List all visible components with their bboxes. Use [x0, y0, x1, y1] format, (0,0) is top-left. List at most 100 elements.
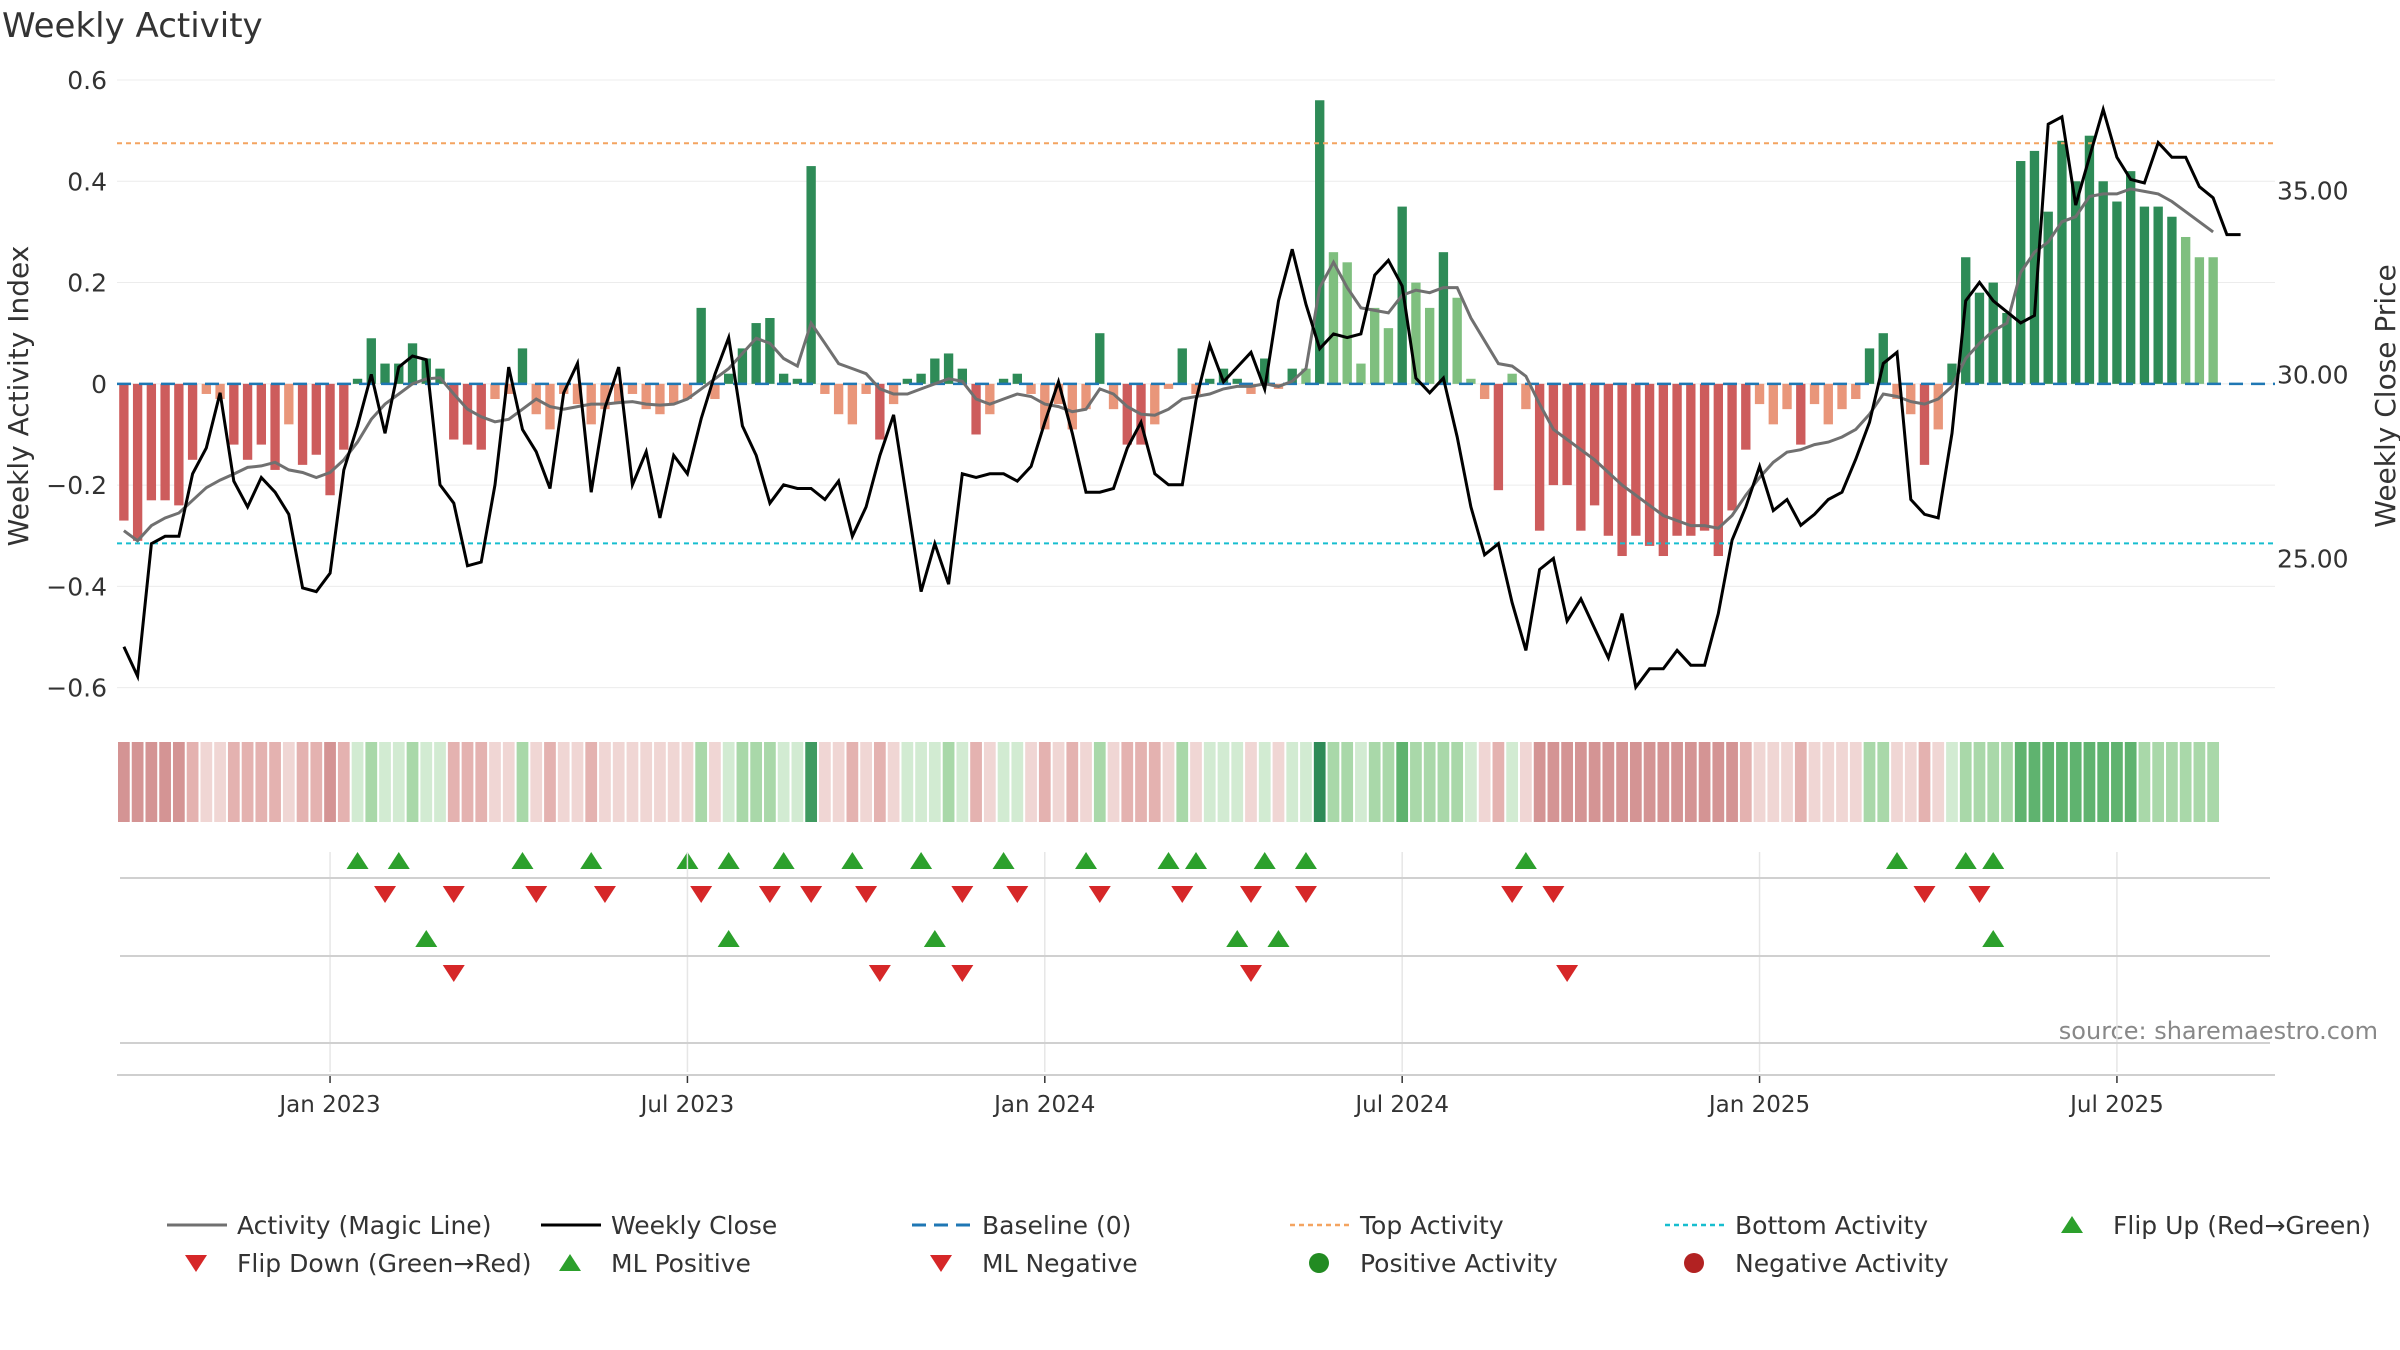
heat-cell: [351, 742, 364, 822]
activity-bar-positive: [943, 353, 954, 384]
heat-cell: [337, 742, 350, 822]
heat-cell: [599, 742, 611, 822]
activity-bar-positive: [2029, 150, 2040, 384]
activity-bar-negative: [1644, 383, 1655, 546]
activity-bar-negative: [1672, 383, 1682, 536]
heat-cell: [172, 742, 185, 822]
legend-label: Weekly Close: [611, 1211, 777, 1240]
ml-negative-marker: [1556, 965, 1579, 982]
activity-bar-negative: [875, 383, 885, 440]
heat-cell: [1739, 742, 1752, 822]
activity-bar-positive: [1961, 257, 1971, 384]
activity-bar-positive: [1438, 252, 1449, 384]
heat-cell: [846, 742, 859, 822]
heat-cell: [1286, 742, 1299, 822]
activity-bar-positive: [1370, 307, 1380, 384]
activity-bar-negative: [1150, 383, 1160, 425]
heat-cell: [406, 742, 419, 822]
heat-cell: [1492, 742, 1505, 822]
activity-bar-negative: [1658, 383, 1669, 557]
activity-bars: [119, 100, 2218, 557]
activity-bar-negative: [1741, 383, 1751, 450]
chart-title: Weekly Activity: [2, 6, 263, 46]
heat-cell: [667, 742, 680, 822]
heat-cell: [502, 742, 515, 822]
legend-label: Positive Activity: [1360, 1249, 1558, 1278]
flip-down-marker: [593, 886, 616, 903]
heat-cell: [928, 742, 941, 822]
heat-cell: [1726, 742, 1738, 822]
heat-cell: [1671, 742, 1683, 822]
heat-cell: [612, 742, 625, 822]
activity-bar-positive: [1315, 100, 1325, 384]
heat-cell: [1781, 742, 1793, 822]
heat-cell: [832, 742, 845, 822]
legend-label: Flip Up (Red→Green): [2113, 1211, 2371, 1240]
activity-bar-positive: [2194, 257, 2205, 384]
heat-cell: [1877, 742, 1890, 822]
flip-down-marker: [758, 886, 781, 903]
heat-cell: [1574, 742, 1587, 822]
activity-bar-negative: [311, 383, 321, 455]
activity-bar-positive: [1218, 368, 1229, 384]
heat-cell: [1973, 742, 1986, 822]
heat-cell: [873, 742, 886, 822]
activity-bar-negative: [490, 383, 500, 400]
y-tick-label-right: 35.00: [2277, 176, 2349, 205]
ml-positive-marker: [923, 930, 946, 947]
activity-bar-positive: [366, 338, 376, 384]
heat-cell: [1272, 742, 1285, 822]
activity-bar-negative: [215, 383, 225, 400]
activity-bar-negative: [861, 383, 871, 394]
heat-cell: [269, 742, 281, 822]
flip-down-marker: [1006, 886, 1029, 903]
flip-down-marker: [1968, 886, 1991, 903]
flip-up-marker: [910, 852, 933, 869]
x-tick-label: Jul 2025: [2068, 1092, 2164, 1118]
activity-bar-negative: [1699, 383, 1710, 531]
activity-bar-positive: [2057, 140, 2067, 384]
y-tick-label-left: 0: [91, 370, 107, 399]
legend: Activity (Magic Line) Weekly Close Baselin…: [167, 1211, 2371, 1278]
legend-swatch-ml-negative: [930, 1255, 952, 1272]
y-tick-label-right: 25.00: [2277, 544, 2349, 573]
heat-cell: [654, 742, 666, 822]
heat-cell: [1629, 742, 1642, 822]
activity-bar-negative: [985, 383, 995, 415]
heat-cell: [379, 742, 391, 822]
activity-bar-positive: [2180, 236, 2191, 384]
flip-down-marker: [1088, 886, 1111, 903]
magic-line: [123, 187, 2214, 543]
heat-cell: [901, 742, 914, 822]
activity-bar-positive: [1947, 363, 1957, 384]
activity-bar-positive: [2084, 135, 2095, 384]
activity-bar-negative: [504, 383, 514, 394]
activity-bar-positive: [778, 373, 789, 384]
activity-bar-negative: [1768, 383, 1778, 425]
heat-cell: [1822, 742, 1835, 822]
x-tick-label: Jul 2023: [639, 1092, 735, 1118]
ml-negative-marker: [1239, 965, 1262, 982]
activity-bar-negative: [229, 383, 239, 445]
flip-up-marker: [841, 852, 864, 869]
heat-cell: [915, 742, 927, 822]
heat-cell: [2083, 742, 2096, 822]
activity-bar-positive: [1424, 307, 1435, 384]
heat-cell: [557, 742, 570, 822]
heat-cell: [1767, 742, 1780, 822]
heat-cell: [1918, 742, 1931, 822]
heat-cell: [1946, 742, 1958, 822]
heat-cell: [214, 742, 226, 822]
activity-bar-positive: [806, 166, 816, 384]
heat-cell: [1148, 742, 1161, 822]
heat-cell: [1410, 742, 1422, 822]
activity-bar-positive: [2112, 201, 2122, 384]
y-tick-label-left: 0.6: [67, 66, 107, 95]
activity-bar-positive: [751, 323, 761, 384]
heat-cell: [2001, 742, 2013, 822]
flip-down-marker: [1294, 886, 1317, 903]
ml-negative-marker: [951, 965, 974, 982]
heat-cell: [695, 742, 708, 822]
flip-up-marker: [1294, 852, 1317, 869]
activity-bar-positive: [1205, 378, 1215, 384]
